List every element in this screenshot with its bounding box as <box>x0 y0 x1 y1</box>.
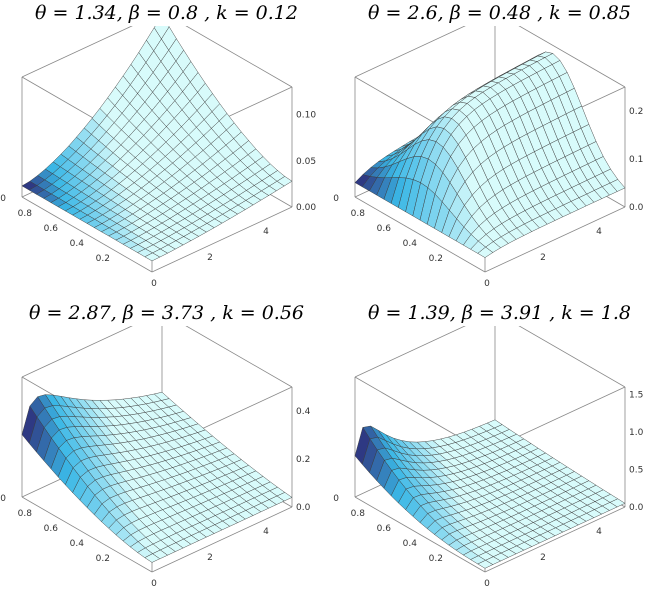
x-tick-label: 0.8 <box>351 509 366 519</box>
y-tick-label: 4 <box>263 527 269 537</box>
surface-cell <box>144 252 161 262</box>
x-tick-label: 0.6 <box>377 524 392 534</box>
chart-panel-1: θ = 1.34, β = 0.8 , k = 0.12 1.0 0.8 0.6 0.… <box>0 0 333 300</box>
tick-labels: 1.0 0.8 0.6 0.4 0.2 0 2 4 0.00 0.05 0.10 <box>0 111 316 289</box>
z-tick-label: 0.10 <box>296 111 316 121</box>
chart-title-4: θ = 1.39, β = 3.91 , k = 1.8 <box>368 302 631 324</box>
box-edge <box>354 196 486 273</box>
y-tick-label: 0 <box>151 579 157 589</box>
x-tick-label: 1.0 <box>0 494 6 504</box>
box-edge <box>518 326 626 388</box>
chart-panel-4: θ = 1.39, β = 3.91 , k = 1.8 1.0 0.8 0.6 0.… <box>333 300 666 600</box>
x-tick-label: 0.8 <box>351 209 366 219</box>
x-tick-label: 1.0 <box>333 494 339 504</box>
surface-mesh <box>354 51 626 258</box>
chart-panel-2: θ = 2.6, β = 0.48 , k = 0.85 1.0 0.8 0.6 0.… <box>333 0 666 300</box>
box-edge <box>354 26 466 78</box>
y-tick-label: 0 <box>484 579 490 589</box>
box-edge <box>21 196 153 273</box>
box-edge <box>21 326 133 378</box>
y-tick-label: 0 <box>484 279 490 289</box>
chart-title-1: θ = 1.34, β = 0.8 , k = 0.12 <box>35 2 298 24</box>
z-tick-label: 0.2 <box>629 107 643 117</box>
box-edge <box>484 206 626 273</box>
surface-mesh <box>354 419 626 569</box>
x-tick-label: 0.4 <box>403 239 418 249</box>
y-tick-label: 4 <box>596 527 602 537</box>
x-tick-label: 0.8 <box>18 509 33 519</box>
surface-cell <box>144 553 161 563</box>
box-edge <box>354 496 486 573</box>
box-edge <box>21 496 153 573</box>
z-tick-label: 0.1 <box>629 155 643 165</box>
z-tick-label: 0.0 <box>629 203 644 213</box>
surface-mesh <box>21 26 293 262</box>
y-tick-label: 2 <box>540 553 546 563</box>
chart-panel-3: θ = 2.87, β = 3.73 , k = 0.56 1.0 0.8 0.6 0… <box>0 300 333 600</box>
box-edge <box>484 506 626 573</box>
x-tick-label: 0.2 <box>96 554 110 564</box>
x-tick-label: 0.6 <box>44 224 59 234</box>
x-tick-label: 0.8 <box>18 209 33 219</box>
surface-cell <box>477 246 494 258</box>
surface-cell <box>477 560 494 569</box>
z-tick-label: 0.0 <box>629 503 644 513</box>
x-tick-label: 0.6 <box>377 224 392 234</box>
box-edge <box>21 26 133 78</box>
z-tick-label: 0.4 <box>296 407 311 417</box>
y-tick-label: 4 <box>263 227 269 237</box>
surface-plot-1: 1.0 0.8 0.6 0.4 0.2 0 2 4 0.00 0.05 0.10 <box>0 26 316 289</box>
chart-title-3: θ = 2.87, β = 3.73 , k = 0.56 <box>28 302 305 324</box>
surface-plot-3: 1.0 0.8 0.6 0.4 0.2 0 2 4 0.0 0.2 0.4 <box>0 326 311 589</box>
z-tick-label: 0.2 <box>296 455 310 465</box>
box-edge <box>151 506 293 573</box>
box-edge <box>518 26 626 88</box>
x-tick-label: 0.4 <box>70 239 85 249</box>
z-tick-label: 0.0 <box>296 503 311 513</box>
x-tick-label: 0.2 <box>429 554 443 564</box>
z-tick-label: 1.0 <box>629 428 644 438</box>
z-tick-label: 1.5 <box>629 391 643 401</box>
y-tick-label: 2 <box>540 253 546 263</box>
surface-plot-4: 1.0 0.8 0.6 0.4 0.2 0 2 4 0.0 0.5 1.0 1.5 <box>333 326 644 590</box>
z-tick-label: 0.5 <box>629 466 643 476</box>
tick-labels: 1.0 0.8 0.6 0.4 0.2 0 2 4 0.0 0.1 0.2 <box>333 107 644 289</box>
y-tick-label: 2 <box>207 553 213 563</box>
surface-mesh <box>21 391 293 563</box>
x-tick-label: 0.4 <box>70 539 85 549</box>
x-tick-label: 1.0 <box>0 194 6 204</box>
box-edge <box>185 326 293 388</box>
tick-labels: 1.0 0.8 0.6 0.4 0.2 0 2 4 0.0 0.2 0.4 <box>0 407 311 589</box>
x-tick-label: 0.6 <box>44 524 59 534</box>
x-tick-label: 0.2 <box>429 254 443 264</box>
y-tick-label: 0 <box>151 279 157 289</box>
z-tick-label: 0.00 <box>296 203 316 213</box>
tick-labels: 1.0 0.8 0.6 0.4 0.2 0 2 4 0.0 0.5 1.0 1.5 <box>333 391 644 590</box>
box-edge <box>151 206 293 273</box>
x-tick-label: 1.0 <box>333 194 339 204</box>
x-tick-label: 0.4 <box>403 539 418 549</box>
box-edge <box>354 326 466 378</box>
surface-plot-2: 1.0 0.8 0.6 0.4 0.2 0 2 4 0.0 0.1 0.2 <box>333 26 644 289</box>
y-tick-label: 4 <box>596 227 602 237</box>
x-tick-label: 0.2 <box>96 254 110 264</box>
chart-title-2: θ = 2.6, β = 0.48 , k = 0.85 <box>368 2 631 24</box>
z-tick-label: 0.05 <box>296 157 316 167</box>
y-tick-label: 2 <box>207 253 213 263</box>
box-edge <box>185 26 293 88</box>
